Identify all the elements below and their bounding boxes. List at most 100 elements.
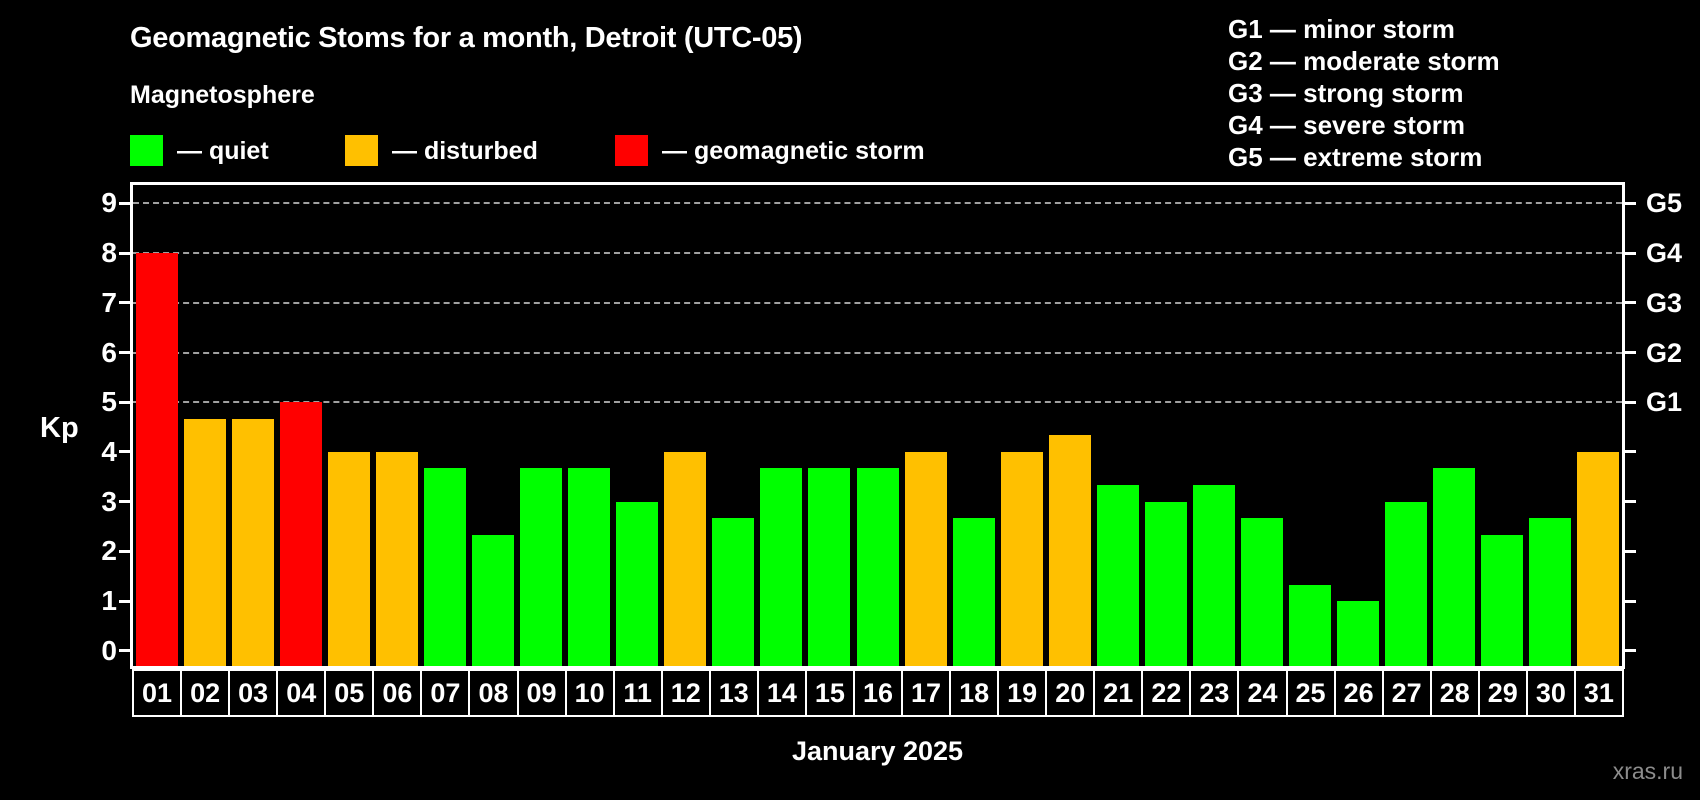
day-label-01: 01 bbox=[132, 669, 183, 717]
y-tick-right-6 bbox=[1625, 351, 1636, 354]
bar-day-13 bbox=[712, 518, 755, 666]
day-label-13: 13 bbox=[710, 669, 759, 717]
right-axis-label-g4: G4 bbox=[1646, 238, 1683, 269]
chart-title: Geomagnetic Stoms for a month, Detroit (… bbox=[130, 22, 803, 54]
bar-day-28 bbox=[1432, 468, 1475, 666]
day-label-31: 31 bbox=[1575, 669, 1624, 717]
y-tick-label-5: 5 bbox=[101, 386, 117, 418]
y-tick-left-7 bbox=[119, 301, 130, 305]
bar-day-22 bbox=[1144, 501, 1187, 666]
gridline-kp-8 bbox=[133, 252, 1622, 255]
gridline-kp-6 bbox=[133, 351, 1622, 354]
plot-area bbox=[130, 182, 1625, 669]
bar-day-09 bbox=[520, 468, 563, 666]
y-tick-right-8 bbox=[1625, 251, 1636, 255]
day-label-14: 14 bbox=[758, 669, 807, 717]
day-label-11: 11 bbox=[614, 669, 663, 717]
day-label-26: 26 bbox=[1335, 669, 1384, 717]
bar-day-30 bbox=[1528, 518, 1571, 666]
y-tick-right-1 bbox=[1625, 599, 1636, 603]
day-label-22: 22 bbox=[1143, 669, 1192, 717]
day-label-15: 15 bbox=[806, 669, 855, 717]
day-label-12: 12 bbox=[662, 669, 711, 717]
bar-day-01 bbox=[136, 253, 179, 666]
y-axis-title: Kp bbox=[40, 412, 79, 444]
disturbed-swatch bbox=[345, 135, 378, 166]
y-tick-left-6 bbox=[119, 351, 130, 354]
day-label-20: 20 bbox=[1047, 669, 1096, 717]
y-tick-label-7: 7 bbox=[101, 286, 117, 318]
day-label-30: 30 bbox=[1527, 669, 1576, 717]
bar-day-24 bbox=[1240, 518, 1283, 666]
day-label-29: 29 bbox=[1479, 669, 1528, 717]
day-label-27: 27 bbox=[1383, 669, 1432, 717]
bar-day-11 bbox=[616, 501, 659, 666]
day-label-21: 21 bbox=[1095, 669, 1144, 717]
bar-day-12 bbox=[664, 451, 707, 666]
bar-day-17 bbox=[904, 451, 947, 666]
gridline-kp-7 bbox=[133, 301, 1622, 304]
y-tick-label-3: 3 bbox=[101, 485, 117, 517]
day-label-05: 05 bbox=[326, 669, 375, 717]
day-label-08: 08 bbox=[470, 669, 519, 717]
bar-day-10 bbox=[568, 468, 611, 666]
gscale-legend-g1: G1 — minor storm bbox=[1228, 14, 1455, 44]
gridline-kp-9 bbox=[133, 202, 1622, 205]
bar-day-23 bbox=[1192, 485, 1235, 666]
y-tick-left-0 bbox=[119, 649, 130, 653]
y-tick-right-3 bbox=[1625, 500, 1636, 504]
x-axis-title: January 2025 bbox=[791, 736, 964, 766]
day-label-09: 09 bbox=[518, 669, 567, 717]
y-tick-label-9: 9 bbox=[101, 187, 117, 219]
y-tick-label-8: 8 bbox=[101, 237, 117, 269]
y-tick-right-2 bbox=[1625, 549, 1636, 553]
gscale-legend-g2: G2 — moderate storm bbox=[1228, 46, 1500, 76]
bar-day-06 bbox=[376, 451, 419, 666]
chart-subtitle: Magnetosphere bbox=[130, 81, 315, 109]
watermark: xras.ru bbox=[1612, 758, 1683, 784]
bar-day-04 bbox=[280, 402, 323, 666]
bar-day-08 bbox=[472, 534, 515, 666]
bar-day-21 bbox=[1096, 485, 1139, 666]
y-tick-label-6: 6 bbox=[101, 336, 117, 368]
day-label-02: 02 bbox=[182, 669, 231, 717]
day-label-06: 06 bbox=[374, 669, 423, 717]
gridline-kp-5 bbox=[133, 401, 1622, 404]
bar-day-26 bbox=[1336, 601, 1379, 666]
bar-day-07 bbox=[424, 468, 467, 666]
bar-day-20 bbox=[1048, 435, 1091, 666]
right-axis-label-g3: G3 bbox=[1646, 287, 1683, 318]
y-tick-right-0 bbox=[1625, 649, 1636, 653]
y-tick-label-1: 1 bbox=[101, 585, 117, 616]
day-label-24: 24 bbox=[1239, 669, 1288, 717]
y-tick-left-5 bbox=[119, 400, 130, 404]
y-tick-label-4: 4 bbox=[101, 435, 117, 467]
y-tick-left-8 bbox=[119, 251, 130, 255]
y-tick-left-1 bbox=[119, 599, 130, 603]
day-label-18: 18 bbox=[951, 669, 1000, 717]
quiet-legend-label: — quiet bbox=[177, 137, 269, 165]
y-tick-left-4 bbox=[119, 450, 130, 454]
day-label-28: 28 bbox=[1431, 669, 1480, 717]
day-label-10: 10 bbox=[566, 669, 615, 717]
y-tick-left-3 bbox=[119, 500, 130, 504]
day-label-25: 25 bbox=[1287, 669, 1336, 717]
storm-legend-label: — geomagnetic storm bbox=[662, 137, 925, 165]
gscale-legend-g3: G3 — strong storm bbox=[1228, 78, 1464, 108]
right-axis-label-g1: G1 bbox=[1646, 387, 1683, 418]
y-tick-right-7 bbox=[1625, 301, 1636, 305]
bar-day-25 bbox=[1288, 584, 1331, 666]
bar-day-27 bbox=[1384, 501, 1427, 666]
quiet-swatch bbox=[130, 135, 163, 166]
bar-day-16 bbox=[856, 468, 899, 666]
bar-day-29 bbox=[1480, 534, 1523, 666]
bar-day-19 bbox=[1000, 451, 1043, 666]
y-tick-right-9 bbox=[1625, 201, 1636, 205]
y-tick-left-2 bbox=[119, 549, 130, 553]
day-label-16: 16 bbox=[854, 669, 903, 717]
right-axis-label-g2: G2 bbox=[1646, 337, 1683, 368]
bar-day-18 bbox=[952, 518, 995, 666]
right-axis-label-g5: G5 bbox=[1646, 188, 1683, 219]
day-label-03: 03 bbox=[230, 669, 279, 717]
